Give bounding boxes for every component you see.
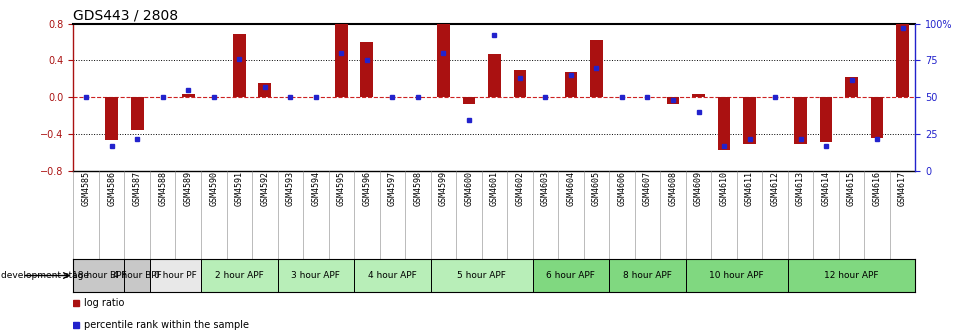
Text: percentile rank within the sample: percentile rank within the sample (84, 320, 248, 330)
Bar (150, 259, 200, 292)
Bar (793, 97, 806, 144)
Text: GSM4605: GSM4605 (592, 171, 600, 206)
Bar (608, 259, 685, 292)
Text: GSM4597: GSM4597 (387, 171, 396, 206)
Text: GSM4591: GSM4591 (235, 171, 244, 206)
Bar (666, 97, 679, 104)
Bar (844, 77, 857, 97)
Bar (360, 42, 373, 97)
Text: GDS443 / 2808: GDS443 / 2808 (73, 8, 178, 23)
Bar (787, 259, 914, 292)
Text: GSM4610: GSM4610 (719, 171, 728, 206)
Text: GSM4613: GSM4613 (795, 171, 804, 206)
Text: GSM4602: GSM4602 (514, 171, 524, 206)
Bar (436, 25, 449, 97)
Bar (564, 73, 577, 97)
Bar (742, 97, 755, 144)
Text: 3 hour APF: 3 hour APF (291, 271, 340, 280)
Text: GSM4611: GSM4611 (744, 171, 753, 206)
Text: GSM4585: GSM4585 (81, 171, 91, 206)
Text: GSM4596: GSM4596 (362, 171, 371, 206)
Text: GSM4593: GSM4593 (286, 171, 294, 206)
Text: GSM4609: GSM4609 (693, 171, 702, 206)
Bar (277, 259, 354, 292)
Text: GSM4586: GSM4586 (107, 171, 116, 206)
Text: development stage: development stage (1, 271, 89, 280)
Text: GSM4603: GSM4603 (541, 171, 550, 206)
Text: GSM4616: GSM4616 (871, 171, 881, 206)
Bar (73, 259, 124, 292)
Text: GSM4607: GSM4607 (643, 171, 651, 206)
Text: 8 hour APF: 8 hour APF (622, 271, 671, 280)
Text: GSM4588: GSM4588 (158, 171, 167, 206)
Bar (691, 94, 704, 97)
Text: GSM4598: GSM4598 (413, 171, 422, 206)
Bar (334, 25, 347, 97)
Bar (124, 259, 150, 292)
Text: 2 hour APF: 2 hour APF (214, 271, 263, 280)
Text: log ratio: log ratio (84, 298, 124, 308)
Text: GSM4589: GSM4589 (184, 171, 193, 206)
Text: 12 hour APF: 12 hour APF (823, 271, 878, 280)
Text: GSM4606: GSM4606 (617, 171, 626, 206)
Bar (487, 54, 501, 97)
Bar (200, 259, 277, 292)
Bar (354, 259, 430, 292)
Bar (895, 25, 908, 97)
Bar (233, 34, 245, 97)
Bar (532, 259, 608, 292)
Bar (258, 83, 271, 97)
Text: 5 hour APF: 5 hour APF (457, 271, 506, 280)
Text: 4 hour BPF: 4 hour BPF (112, 271, 161, 280)
Text: GSM4590: GSM4590 (209, 171, 218, 206)
Bar (819, 97, 831, 142)
Text: GSM4615: GSM4615 (846, 171, 855, 206)
Bar (182, 94, 195, 97)
Text: 6 hour APF: 6 hour APF (546, 271, 595, 280)
Text: GSM4617: GSM4617 (897, 171, 907, 206)
Bar (717, 97, 730, 150)
Text: 0 hour PF: 0 hour PF (154, 271, 197, 280)
Text: GSM4599: GSM4599 (438, 171, 447, 206)
Text: GSM4601: GSM4601 (489, 171, 499, 206)
Bar (462, 97, 474, 104)
Bar (513, 70, 526, 97)
Bar (131, 97, 144, 130)
Text: GSM4604: GSM4604 (566, 171, 575, 206)
Text: GSM4600: GSM4600 (464, 171, 473, 206)
Text: GSM4595: GSM4595 (336, 171, 345, 206)
Text: GSM4612: GSM4612 (770, 171, 778, 206)
Text: 18 hour BPF: 18 hour BPF (71, 271, 126, 280)
Text: GSM4592: GSM4592 (260, 171, 269, 206)
Text: GSM4614: GSM4614 (821, 171, 829, 206)
Text: 10 hour APF: 10 hour APF (709, 271, 763, 280)
Text: 4 hour APF: 4 hour APF (368, 271, 417, 280)
Text: GSM4608: GSM4608 (668, 171, 677, 206)
Bar (106, 97, 118, 140)
Text: GSM4594: GSM4594 (311, 171, 320, 206)
Bar (869, 97, 882, 138)
Bar (430, 259, 532, 292)
Text: GSM4587: GSM4587 (133, 171, 142, 206)
Bar (685, 259, 787, 292)
Bar (590, 40, 602, 97)
